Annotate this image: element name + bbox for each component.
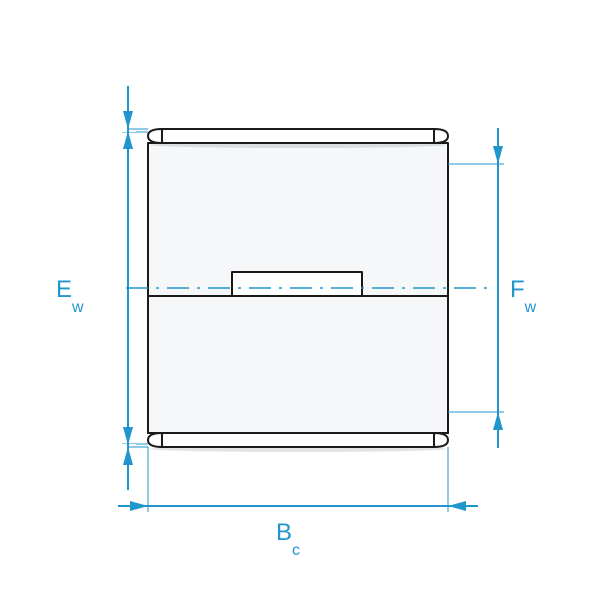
label-ew: Ew	[56, 276, 84, 316]
roller-cap-left-bottom	[148, 433, 162, 447]
upper-body	[148, 143, 448, 296]
roller-body-bottom	[162, 433, 434, 447]
label-fw: Fw	[510, 276, 537, 316]
roller-cap-right-bottom	[434, 433, 448, 447]
roller-body-top	[162, 129, 434, 143]
label-bc: Bc	[276, 519, 300, 559]
roller-cap-left-top	[148, 129, 162, 143]
lower-body	[148, 296, 448, 433]
roller-cap-right-top	[434, 129, 448, 143]
